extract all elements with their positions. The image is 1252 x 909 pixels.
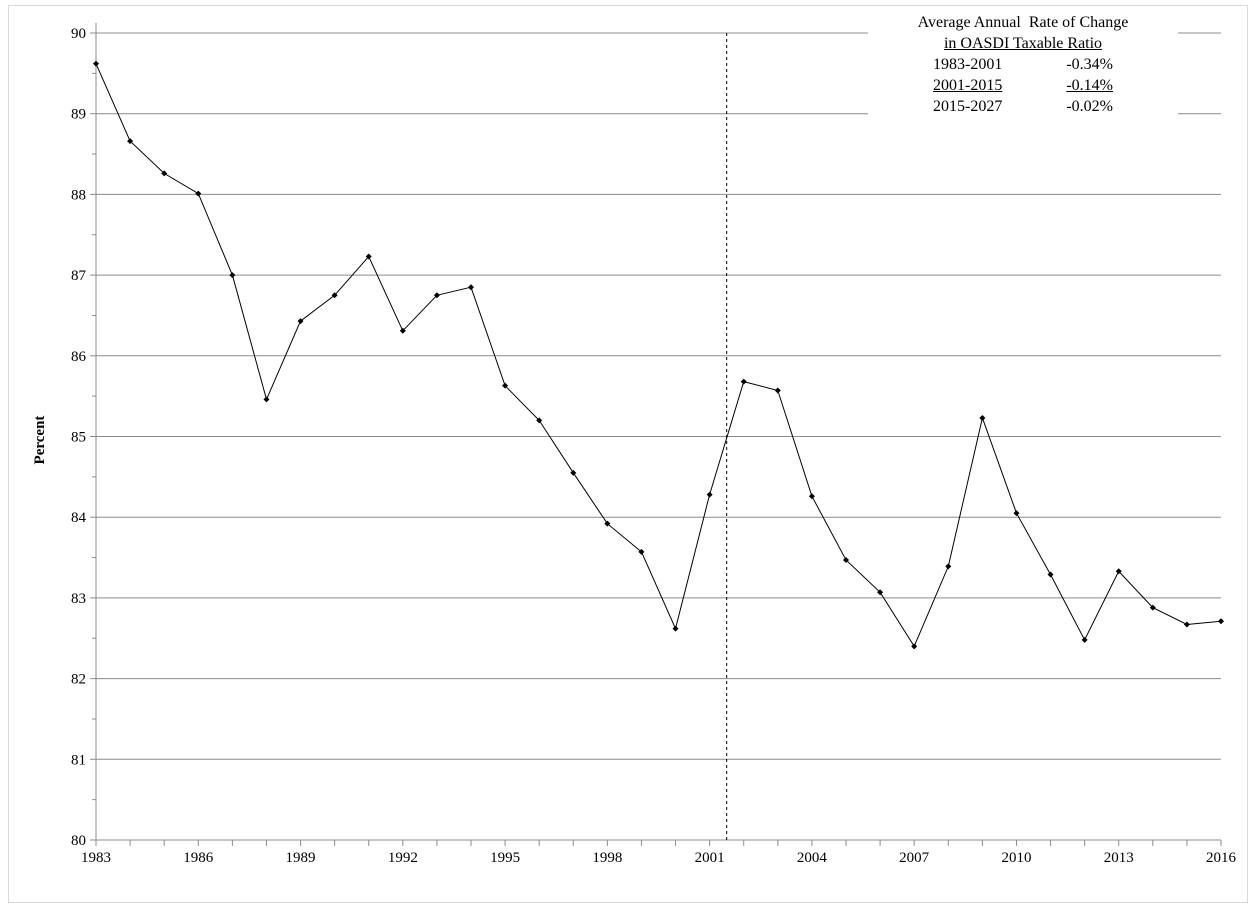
data-point	[1183, 621, 1190, 628]
data-point	[1047, 571, 1054, 578]
data-point	[570, 469, 577, 476]
data-point	[229, 272, 236, 279]
x-tick-label: 2001	[695, 850, 725, 866]
data-point	[740, 378, 747, 385]
data-point	[638, 548, 645, 555]
x-tick-label: 2004	[797, 850, 828, 866]
annotation-rate: -0.34%	[1066, 56, 1113, 73]
x-tick-label: 2007	[899, 850, 930, 866]
x-tick-label: 2010	[1001, 850, 1031, 866]
x-tick-label: 1995	[490, 850, 520, 866]
annotation-period: 2015-2027	[933, 98, 1003, 115]
data-point	[1149, 604, 1156, 611]
series-line	[95, 63, 1222, 648]
axes	[90, 23, 1222, 846]
y-tick-label: 80	[71, 833, 86, 849]
x-tick-labels: 1983 1986 1989 1992 1995 1998 2001 2004 2007 2010…	[81, 850, 1237, 866]
y-tick-label: 90	[71, 26, 86, 42]
data-point	[468, 284, 474, 291]
data-point	[263, 396, 270, 403]
data-point	[945, 563, 952, 570]
annotation-row: 2001-2015 -0.14%	[868, 75, 1178, 96]
data-point	[127, 138, 134, 145]
x-tick-label: 1983	[81, 850, 111, 866]
data-point	[93, 60, 99, 67]
data-point	[1115, 568, 1122, 575]
data-point	[297, 318, 304, 325]
x-tick-label: 2016	[1206, 850, 1237, 866]
data-point	[365, 253, 372, 260]
y-tick-label: 82	[71, 672, 86, 688]
y-tick-label: 85	[71, 430, 86, 446]
data-point	[911, 643, 918, 650]
data-point	[195, 190, 202, 197]
data-point	[706, 491, 713, 498]
y-tick-label: 84	[71, 510, 87, 526]
data-point	[672, 625, 679, 632]
y-tick-labels: 80 81 82 83 84 85 86 87 88 89 90	[71, 26, 87, 849]
data-point	[877, 589, 884, 596]
annotation-period: 1983-2001	[933, 56, 1003, 73]
series-group	[93, 60, 1224, 650]
x-tick-label: 1998	[592, 850, 622, 866]
data-point	[399, 327, 406, 334]
data-point	[604, 520, 611, 527]
data-point	[331, 292, 338, 299]
annotation-row: 1983-2001 -0.34%	[868, 54, 1178, 75]
data-point	[1013, 510, 1020, 517]
data-point	[1218, 618, 1224, 625]
annotation-row-underlined: 2001-2015 -0.14%	[933, 75, 1113, 96]
y-tick-label: 81	[71, 752, 86, 768]
gridlines	[96, 32, 1221, 760]
annotation-period: 2001-2015	[933, 77, 1003, 94]
x-tick-label: 2013	[1104, 850, 1134, 866]
annotation-rate: -0.02%	[1066, 98, 1113, 115]
x-tick-label: 1989	[286, 850, 316, 866]
y-tick-label: 86	[71, 349, 87, 365]
data-point	[808, 493, 815, 500]
annotation-heading-line1: Average Annual Rate of Change	[917, 14, 1129, 31]
y-tick-label: 88	[71, 187, 86, 203]
data-point	[774, 387, 781, 394]
y-tick-label: 87	[71, 268, 87, 284]
data-point	[843, 556, 849, 563]
data-point	[161, 170, 168, 177]
data-point	[979, 414, 986, 421]
x-tick-label: 1986	[183, 850, 214, 866]
data-point	[536, 417, 543, 424]
annotation-row: 2015-2027 -0.02%	[868, 96, 1178, 117]
data-point	[502, 382, 509, 389]
x-tick-label: 1992	[388, 850, 418, 866]
annotation-heading-line2: in OASDI Taxable Ratio	[943, 35, 1103, 52]
chart-frame	[8, 5, 1248, 903]
data-point	[1081, 636, 1088, 643]
y-tick-label: 83	[71, 591, 86, 607]
y-tick-label: 89	[71, 107, 86, 123]
data-point	[433, 292, 440, 299]
rate-of-change-annotation: Average Annual Rate of Change in OASDI T…	[868, 12, 1178, 117]
annotation-rate: -0.14%	[1066, 77, 1113, 94]
y-axis-title: Percent	[32, 416, 48, 465]
